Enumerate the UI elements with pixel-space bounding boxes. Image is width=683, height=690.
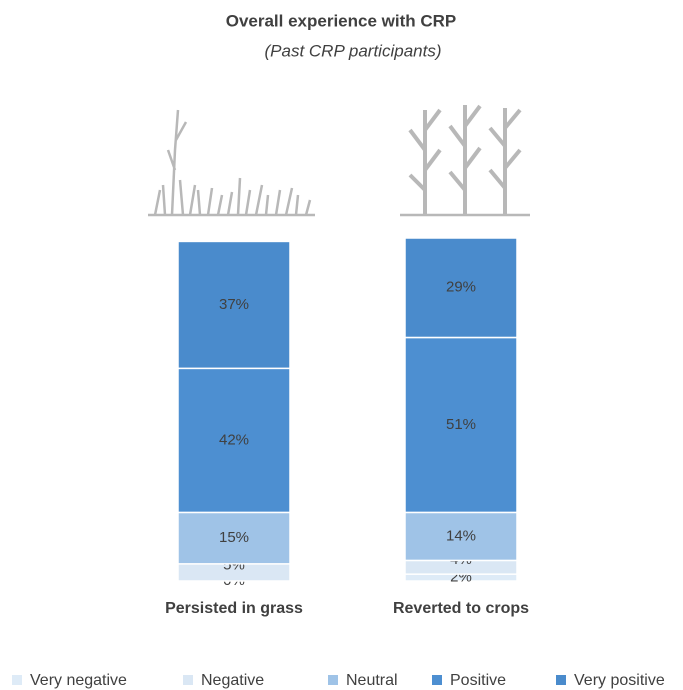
bar-segment xyxy=(177,240,291,370)
category-label: Reverted to crops xyxy=(393,600,529,617)
legend-label: Neutral xyxy=(346,672,398,689)
grass-icon xyxy=(148,109,315,217)
corn-icon xyxy=(400,104,530,217)
bar-segment xyxy=(177,511,291,565)
legend-label: Very positive xyxy=(574,672,665,689)
bar-segment xyxy=(404,336,518,514)
value-label: 51% xyxy=(446,416,476,433)
value-label: 42% xyxy=(219,431,249,448)
bar-segment xyxy=(404,511,518,562)
value-label: 29% xyxy=(446,279,476,296)
legend-label: Negative xyxy=(201,672,264,689)
legend-label: Positive xyxy=(450,672,506,689)
legend-swatch xyxy=(328,675,338,685)
value-label: 14% xyxy=(446,527,476,544)
bar-segment xyxy=(177,367,291,514)
value-label: 15% xyxy=(219,529,249,546)
chart-title: Overall experience with CRP xyxy=(226,11,457,30)
legend-swatch xyxy=(432,675,442,685)
legend-swatch xyxy=(556,675,566,685)
category-label: Persisted in grass xyxy=(165,600,303,617)
legend-swatch xyxy=(183,675,193,685)
legend-swatch xyxy=(12,675,22,685)
legend-label: Very negative xyxy=(30,672,127,689)
chart-subtitle: (Past CRP participants) xyxy=(265,41,442,60)
value-label: 37% xyxy=(219,296,249,313)
bar-segment xyxy=(404,237,518,339)
